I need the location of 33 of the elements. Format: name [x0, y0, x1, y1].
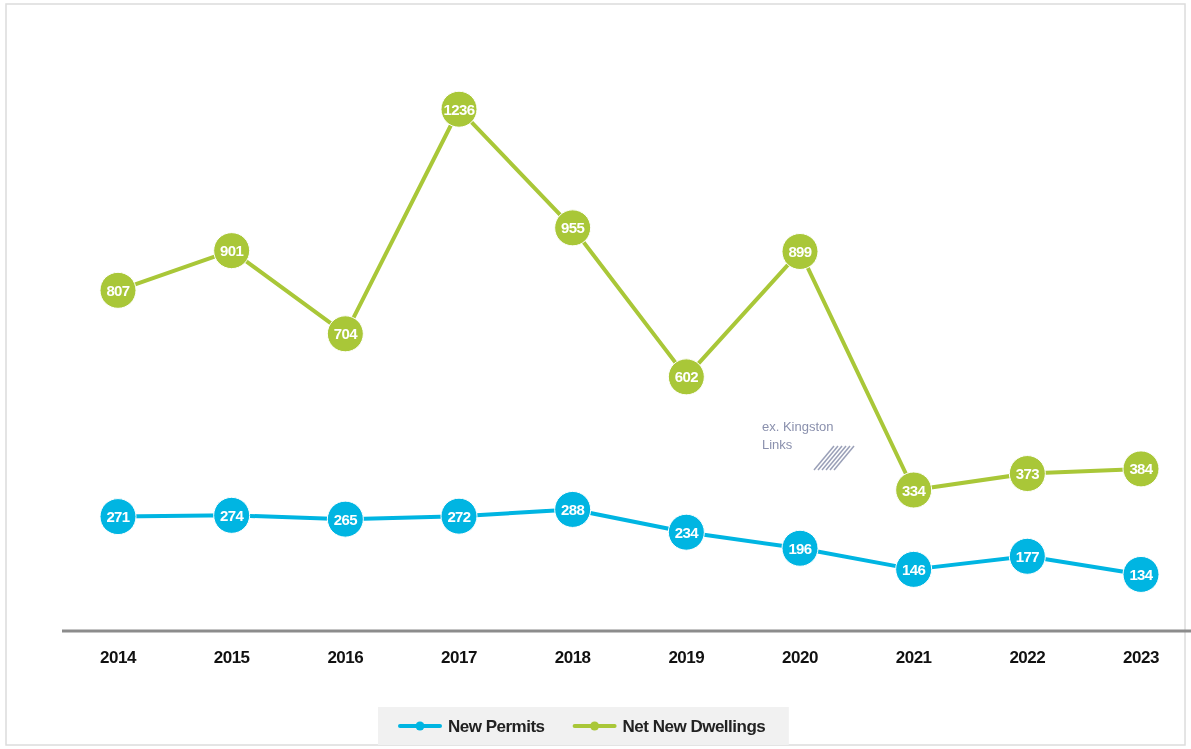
x-tick-label: 2015: [213, 648, 250, 667]
data-label: 272: [447, 507, 471, 525]
x-tick-label: 2018: [554, 648, 591, 667]
x-tick-label: 2019: [668, 648, 705, 667]
data-label: 234: [674, 523, 700, 541]
x-tick-label: 2014: [100, 648, 137, 667]
data-label: 602: [674, 368, 699, 386]
data-label: 384: [1129, 460, 1154, 478]
x-tick-label: 2021: [895, 648, 932, 667]
x-tick-label: 2020: [782, 648, 818, 667]
data-label: 196: [788, 539, 812, 557]
x-tick-label: 2022: [1009, 648, 1046, 667]
data-label: 899: [788, 242, 812, 260]
x-tick-label: 2016: [327, 648, 364, 667]
data-label: 807: [106, 281, 130, 299]
data-label: 274: [220, 506, 245, 524]
annotation: ex. Kingston Links: [762, 419, 834, 452]
data-label: 334: [902, 481, 927, 499]
data-label: 704: [333, 325, 359, 343]
data-label: 901: [220, 242, 244, 260]
data-label: 271: [106, 508, 130, 526]
x-tick-label: 2017: [441, 648, 477, 667]
data-label: 373: [1015, 465, 1040, 483]
data-label: 955: [561, 219, 585, 237]
data-label: 146: [902, 560, 926, 578]
data-label: 177: [1015, 547, 1040, 565]
legend-label: Net New Dwellings: [622, 717, 766, 736]
data-label: 288: [561, 500, 585, 518]
legend-label: New Permits: [448, 717, 545, 736]
x-tick-label: 2023: [1123, 648, 1159, 667]
data-label: 134: [1129, 565, 1154, 583]
data-label: 1236: [443, 100, 475, 118]
data-label: 265: [333, 510, 358, 528]
